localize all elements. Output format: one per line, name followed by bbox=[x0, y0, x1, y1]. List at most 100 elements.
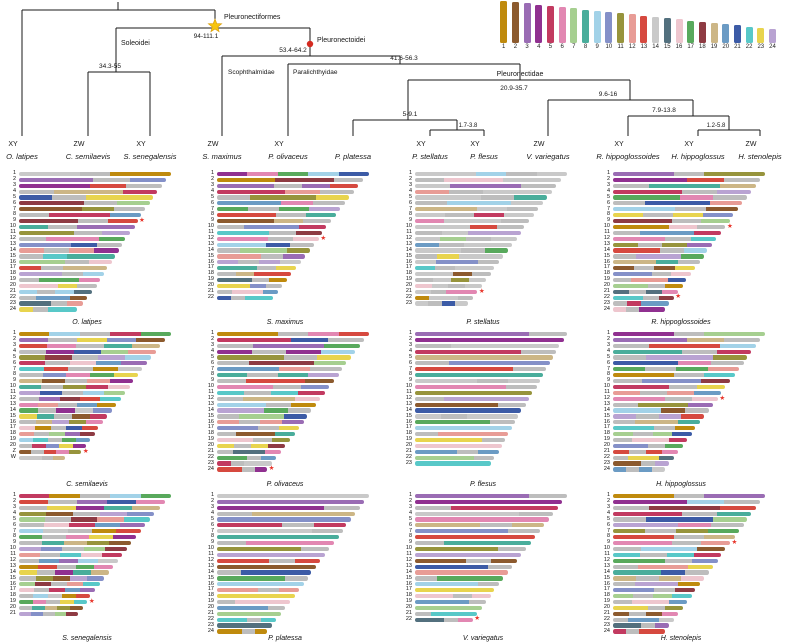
chromosome-paint-segment bbox=[38, 402, 58, 407]
chromosome-number: 19 bbox=[603, 276, 610, 283]
chromosome-number: 20 bbox=[405, 282, 412, 289]
chromosome-number: 13 bbox=[207, 400, 214, 407]
chromosome-bar-area bbox=[613, 593, 765, 599]
chromosome-paint-segment bbox=[19, 437, 34, 443]
chromosome-paint-segment bbox=[445, 535, 476, 540]
chromosome-bar-area bbox=[19, 195, 171, 200]
legend-item: 13 bbox=[640, 15, 648, 50]
chromosome-number: 15 bbox=[405, 574, 412, 581]
karyotype-row: 2 bbox=[4, 337, 198, 343]
chromosome-paint-segment bbox=[113, 373, 138, 378]
chromosome-paint-segment bbox=[283, 254, 306, 259]
chromosome-paint-segment bbox=[415, 499, 452, 504]
chromosome-paint-segment bbox=[472, 593, 491, 599]
chromosome-paint-segment bbox=[77, 337, 107, 342]
chromosome-paint-segment bbox=[217, 546, 246, 552]
legend-number: 3 bbox=[525, 44, 529, 50]
chromosome-number: 4 bbox=[606, 347, 610, 354]
chromosome-paint-segment bbox=[240, 248, 264, 253]
chromosome-paint-segment bbox=[270, 390, 298, 395]
legend-chromosome-bar bbox=[745, 26, 753, 43]
chromosome-paint-segment bbox=[415, 224, 443, 230]
chromosome-bar-area: ★ bbox=[613, 223, 765, 231]
chromosome-paint-segment bbox=[82, 426, 99, 431]
chromosome-paint-segment bbox=[258, 461, 272, 466]
chromosome-paint-segment bbox=[19, 408, 38, 413]
chromosome-bar-area bbox=[217, 599, 369, 605]
chromosome-bar bbox=[415, 396, 529, 401]
chromosome-bar bbox=[415, 449, 499, 454]
chromosome-paint-segment bbox=[472, 540, 502, 546]
chromosome-paint-segment bbox=[308, 373, 339, 378]
chromosome-number: 14 bbox=[207, 568, 214, 575]
karyotype-row: 7 bbox=[598, 206, 792, 212]
chromosome-paint-segment bbox=[245, 546, 274, 552]
chromosome-paint-segment bbox=[263, 248, 287, 253]
chromosome-paint-segment bbox=[666, 230, 694, 235]
chromosome-paint-segment bbox=[521, 183, 557, 188]
chromosome-paint-segment bbox=[684, 183, 721, 188]
chromosome-bar-area bbox=[613, 207, 765, 212]
chromosome-paint-segment bbox=[287, 408, 312, 413]
chromosome-bar-area bbox=[19, 384, 171, 390]
chromosome-paint-segment bbox=[90, 373, 114, 378]
chromosome-paint-segment bbox=[65, 535, 90, 540]
karyotype-panel-p-stellatus: 1 2 3 4 5 6 7 8 9 10 11 12 13 14 15 16 17 18 19 20 21 ★ 22 23 P.… bbox=[396, 168, 594, 328]
chromosome-paint-segment bbox=[463, 242, 488, 247]
karyotype-row: 9 bbox=[598, 218, 792, 224]
karyotype-row: 21 bbox=[400, 448, 594, 455]
chromosome-bar-area bbox=[217, 582, 369, 587]
chromosome-paint-segment bbox=[500, 396, 529, 401]
karyotype-row: 9 bbox=[202, 218, 396, 224]
chromosome-paint-segment bbox=[248, 367, 280, 372]
chromosome-number: 9 bbox=[12, 377, 16, 384]
chromosome-paint-segment bbox=[217, 266, 237, 271]
chromosome-bar-area bbox=[613, 236, 765, 241]
chromosome-paint-segment bbox=[415, 511, 450, 516]
chromosome-paint-segment bbox=[88, 260, 112, 265]
chromosome-number: 7 bbox=[408, 527, 412, 534]
karyotype-panel-p-flesus: 1 2 3 4 5 6 7 8 9 10 11 12 13 14 15 16 17 18 19 20 21 22 23 P. … bbox=[396, 328, 594, 490]
pleuronectoidei-dot-icon bbox=[306, 40, 314, 48]
karyotype-row: 17 bbox=[598, 587, 792, 593]
legend-item: 12 bbox=[628, 14, 636, 50]
chromosome-paint-segment bbox=[458, 617, 473, 622]
chromosome-paint-segment bbox=[613, 266, 634, 271]
chromosome-number: 3 bbox=[12, 181, 16, 188]
legend-chromosome-bar bbox=[617, 13, 625, 43]
karyotype-row: 23 bbox=[202, 622, 396, 629]
chromosome-bar-area bbox=[19, 517, 171, 522]
chromosome-paint-segment bbox=[478, 201, 511, 206]
chromosome-paint-segment bbox=[505, 535, 536, 540]
chromosome-paint-segment bbox=[279, 367, 311, 372]
chromosome-paint-segment bbox=[613, 378, 643, 384]
chromosome-bar bbox=[415, 493, 567, 499]
chromosome-paint-segment bbox=[472, 218, 501, 224]
karyotype-row: 5 bbox=[598, 194, 792, 201]
karyotype-row: 5 bbox=[4, 354, 198, 361]
legend-item: 2 bbox=[511, 2, 519, 50]
karyotype-row: 2 bbox=[400, 499, 594, 505]
chromosome-number: 8 bbox=[606, 211, 610, 218]
chromosome-paint-segment bbox=[700, 378, 731, 384]
legend-number: 9 bbox=[595, 44, 599, 50]
chromosome-number: 17 bbox=[9, 424, 16, 431]
chromosome-number: 10 bbox=[9, 383, 16, 390]
chromosome-paint-segment bbox=[484, 511, 519, 516]
chromosome-bar-area bbox=[613, 171, 765, 177]
chromosome-paint-segment bbox=[239, 576, 263, 581]
chromosome-bar-area bbox=[19, 283, 171, 288]
chromosome-paint-segment bbox=[19, 271, 41, 277]
chromosome-paint-segment bbox=[506, 384, 537, 390]
karyotype-row: 6 bbox=[202, 360, 396, 366]
chromosome-paint-segment bbox=[37, 289, 56, 294]
chromosome-paint-segment bbox=[448, 283, 466, 288]
age-platessa-clade: 5-9.1 bbox=[403, 111, 418, 118]
chromosome-paint-segment bbox=[513, 367, 546, 372]
chromosome-bar-area bbox=[217, 254, 369, 259]
chromosome-number: 23 bbox=[405, 459, 412, 466]
chromosome-bar-area bbox=[613, 349, 765, 354]
chromosome-paint-segment bbox=[94, 564, 114, 569]
legend-item: 1 bbox=[500, 1, 508, 50]
chromosome-paint-segment bbox=[253, 599, 272, 605]
